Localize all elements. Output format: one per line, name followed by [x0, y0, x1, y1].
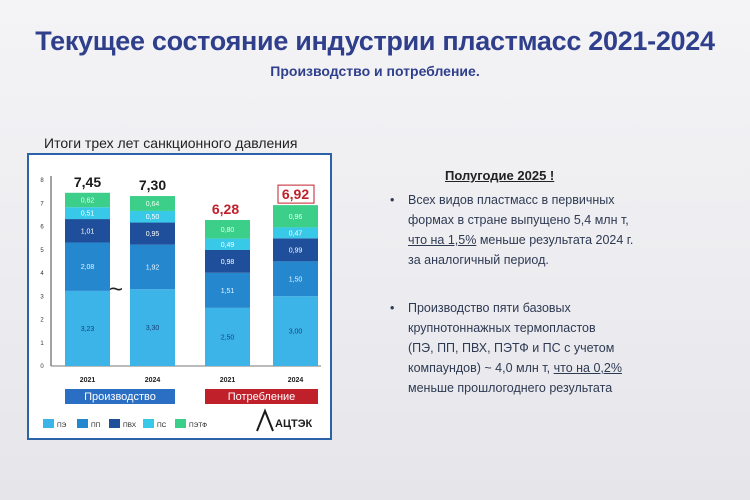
group-label-box	[205, 389, 318, 404]
x-tick-label: 2021	[220, 377, 236, 384]
data-label: 0,99	[289, 247, 303, 254]
data-label: 1,92	[146, 264, 160, 271]
data-label: 0,95	[146, 231, 160, 238]
data-label: 0,98	[221, 259, 235, 266]
data-label: 2,50	[221, 334, 235, 341]
break-symbol: ~	[109, 276, 123, 303]
logo-text: АЦТЭК	[275, 418, 313, 430]
bar-segment	[273, 227, 318, 239]
group-label: Производство	[84, 391, 156, 403]
bar-segment	[205, 272, 250, 308]
y-tick-label: 1	[40, 341, 44, 347]
total-box	[277, 184, 315, 204]
bar-segment	[130, 210, 175, 223]
total-label: 7,45	[74, 174, 101, 190]
data-label: 0,64	[146, 201, 160, 208]
group-label-box	[65, 389, 175, 404]
legend-label: ПЭ	[57, 422, 67, 429]
x-tick-label: 2021	[80, 377, 96, 384]
group-label: Потребление	[228, 391, 296, 403]
data-label: 1,51	[221, 288, 235, 295]
bullet-dot: •	[390, 301, 395, 315]
legend-label: ПП	[91, 422, 101, 429]
legend-swatch	[109, 419, 120, 428]
bar-segment	[205, 219, 250, 239]
bar-segment	[65, 290, 110, 366]
y-tick-label: 3	[40, 294, 44, 300]
legend-swatch	[43, 419, 54, 428]
data-label: 0,51	[81, 211, 95, 218]
y-tick-label: 7	[40, 201, 44, 207]
bar-segment	[205, 307, 250, 366]
bullet-all-plastics: • Всех видов пластмасс в первичных форма…	[390, 190, 680, 270]
y-tick-label: 5	[40, 248, 44, 254]
bar-segment	[130, 222, 175, 245]
legend-swatch	[143, 419, 154, 428]
half-year-heading: Полугодие 2025 !	[445, 168, 555, 183]
data-label: 2,08	[81, 264, 95, 271]
data-label: 1,50	[289, 276, 303, 283]
y-tick-label: 8	[40, 178, 44, 184]
bar-segment	[65, 219, 110, 243]
chart-panel: 0 1 2 3 4 5 6 7 8 3,23 2,08 1,01 0,51 0,62 7,45 2021 3,3…	[27, 153, 332, 440]
bar-segment	[273, 296, 318, 366]
chart-panel-title: Итоги трех лет санкционного давления	[44, 135, 298, 151]
data-label: 0,49	[221, 242, 235, 249]
total-label: 6,92	[282, 186, 309, 202]
data-label: 0,47	[289, 230, 303, 237]
y-tick-label: 2	[40, 318, 44, 324]
bar-segment	[65, 207, 110, 220]
total-label: 6,28	[212, 201, 239, 217]
data-label: 1,01	[81, 228, 95, 235]
y-tick-label: 4	[40, 271, 44, 277]
bullet-thermoplastics: • Производство пяти базовых крупнотоннаж…	[390, 298, 680, 398]
y-tick-label: 0	[40, 364, 44, 370]
bullet-dot: •	[390, 193, 395, 207]
x-tick-label: 2024	[145, 377, 161, 384]
bar-segment	[65, 242, 110, 291]
data-label: 0,96	[289, 214, 303, 221]
data-label: 0,62	[81, 197, 95, 204]
logo-mark	[256, 408, 274, 432]
page-subtitle: Производство и потребление.	[270, 63, 480, 79]
legend-label: ПВХ	[123, 422, 137, 429]
data-label: 3,00	[289, 329, 303, 336]
data-label: 3,23	[81, 326, 95, 333]
legend-swatch	[175, 419, 186, 428]
data-label: 0,50	[146, 214, 160, 221]
legend-swatch	[77, 419, 88, 428]
total-label: 7,30	[139, 177, 166, 193]
bar-segment	[205, 249, 250, 273]
legend-label: ПЭТФ	[189, 422, 207, 429]
data-label: 0,80	[221, 227, 235, 234]
data-label: 3,30	[146, 325, 160, 332]
x-tick-label: 2024	[288, 377, 304, 384]
page-title: Текущее состояние индустрии пластмасс 20…	[35, 26, 715, 56]
bar-segment	[65, 192, 110, 208]
legend-label: ПС	[157, 422, 167, 429]
y-tick-label: 6	[40, 225, 44, 231]
stacked-bar-chart: 0 1 2 3 4 5 6 7 8 3,23 2,08 1,01 0,51 0,62 7,45 2021 3,3…	[40, 174, 321, 432]
bar-segment	[130, 196, 175, 211]
bar-segment	[130, 244, 175, 290]
bar-segment	[273, 205, 318, 228]
bar-segment	[130, 289, 175, 366]
bar-segment	[205, 238, 250, 250]
bar-segment	[273, 261, 318, 297]
bar-segment	[273, 238, 318, 262]
